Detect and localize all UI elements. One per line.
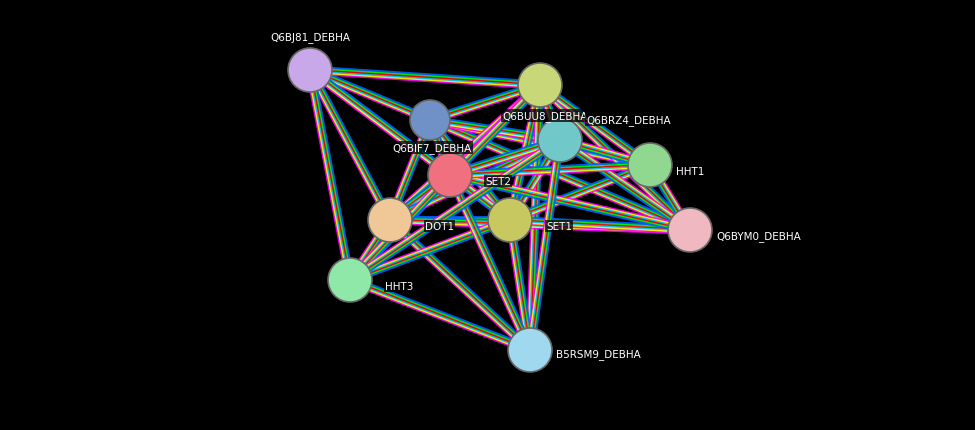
Text: SET1: SET1 bbox=[546, 221, 572, 231]
Circle shape bbox=[410, 101, 450, 141]
Text: Q6BJ81_DEBHA: Q6BJ81_DEBHA bbox=[270, 32, 350, 43]
Circle shape bbox=[428, 154, 472, 197]
Circle shape bbox=[288, 49, 332, 93]
Circle shape bbox=[328, 258, 372, 302]
Circle shape bbox=[538, 119, 582, 163]
Text: SET2: SET2 bbox=[485, 177, 511, 187]
Text: Q6BYM0_DEBHA: Q6BYM0_DEBHA bbox=[716, 231, 800, 242]
Text: HHT1: HHT1 bbox=[676, 166, 704, 177]
Text: DOT1: DOT1 bbox=[425, 221, 454, 231]
Circle shape bbox=[628, 144, 672, 187]
Text: HHT3: HHT3 bbox=[385, 281, 413, 291]
Text: Q6BUU8_DEBHA: Q6BUU8_DEBHA bbox=[502, 111, 588, 122]
Circle shape bbox=[488, 199, 532, 243]
Circle shape bbox=[368, 199, 412, 243]
Circle shape bbox=[518, 64, 562, 108]
Circle shape bbox=[508, 328, 552, 372]
Text: Q6BIF7_DEBHA: Q6BIF7_DEBHA bbox=[392, 143, 472, 154]
Text: Q6BRZ4_DEBHA: Q6BRZ4_DEBHA bbox=[586, 115, 671, 126]
Text: B5RSM9_DEBHA: B5RSM9_DEBHA bbox=[556, 349, 641, 359]
Circle shape bbox=[668, 209, 712, 252]
